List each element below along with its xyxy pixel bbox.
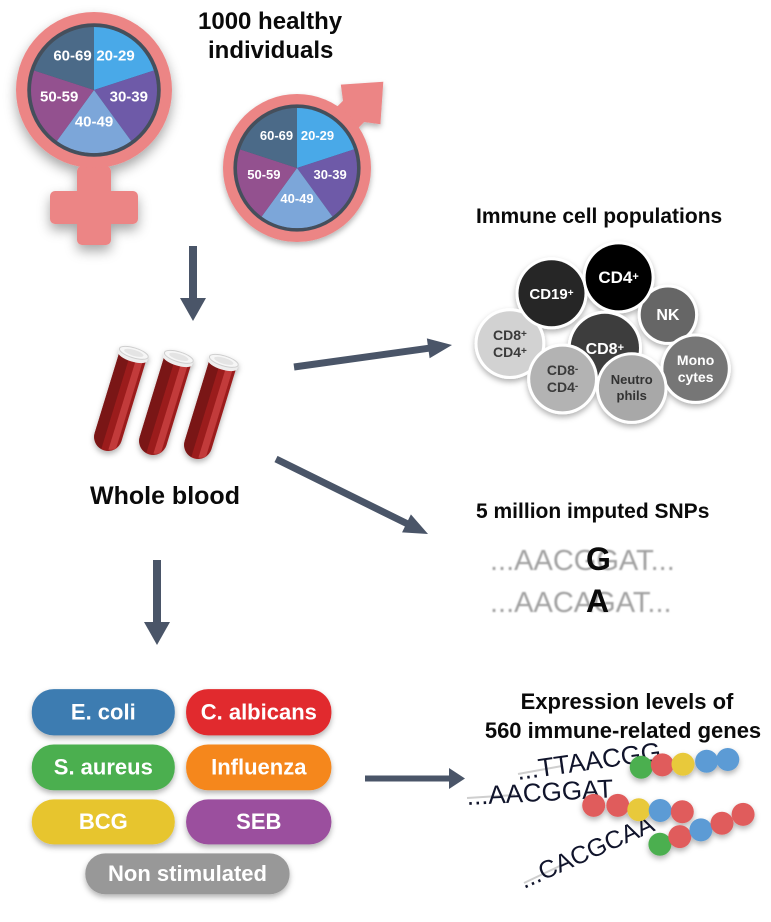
svg-text:20-29: 20-29 — [301, 128, 334, 143]
svg-text:Whole blood: Whole blood — [90, 482, 240, 510]
svg-text:20-29: 20-29 — [96, 47, 134, 64]
svg-text:50-59: 50-59 — [40, 88, 78, 105]
svg-text:50-59: 50-59 — [247, 167, 280, 182]
svg-text:S. aureus: S. aureus — [54, 755, 153, 780]
svg-text:individuals: individuals — [208, 37, 333, 64]
svg-text:560 immune-related genes: 560 immune-related genes — [485, 718, 761, 743]
svg-text:Non stimulated: Non stimulated — [108, 861, 267, 886]
svg-text:Neutro: Neutro — [611, 372, 653, 387]
svg-text:...CACGCAA: ...CACGCAA — [515, 810, 659, 894]
svg-text:cytes: cytes — [678, 369, 714, 385]
svg-text:60-69: 60-69 — [260, 128, 293, 143]
svg-text:Mono: Mono — [677, 352, 714, 368]
svg-text:1000 healthy: 1000 healthy — [198, 8, 343, 35]
svg-text:30-39: 30-39 — [110, 88, 148, 105]
svg-text:Influenza: Influenza — [211, 755, 307, 780]
svg-text:...AACG: ...AACG — [490, 541, 611, 577]
svg-text:phils: phils — [617, 388, 647, 403]
svg-text:30-39: 30-39 — [313, 167, 346, 182]
svg-text:CD19+: CD19+ — [529, 286, 573, 303]
svg-text:5 million imputed SNPs: 5 million imputed SNPs — [476, 500, 709, 523]
svg-text:40-49: 40-49 — [280, 191, 313, 206]
svg-text:40-49: 40-49 — [75, 114, 113, 131]
svg-text:C. albicans: C. albicans — [201, 700, 317, 725]
svg-text:Expression levels of: Expression levels of — [521, 689, 734, 714]
svg-text:CD8-: CD8- — [547, 362, 578, 378]
svg-text:BCG: BCG — [79, 809, 128, 834]
svg-text:60-69: 60-69 — [53, 47, 91, 64]
svg-text:...AACA: ...AACA — [490, 583, 609, 619]
svg-text:CD4-: CD4- — [547, 379, 578, 395]
svg-text:Immune cell populations: Immune cell populations — [476, 205, 722, 228]
svg-text:E. coli: E. coli — [71, 700, 136, 725]
svg-text:SEB: SEB — [236, 809, 281, 834]
svg-text:NK: NK — [656, 307, 680, 324]
